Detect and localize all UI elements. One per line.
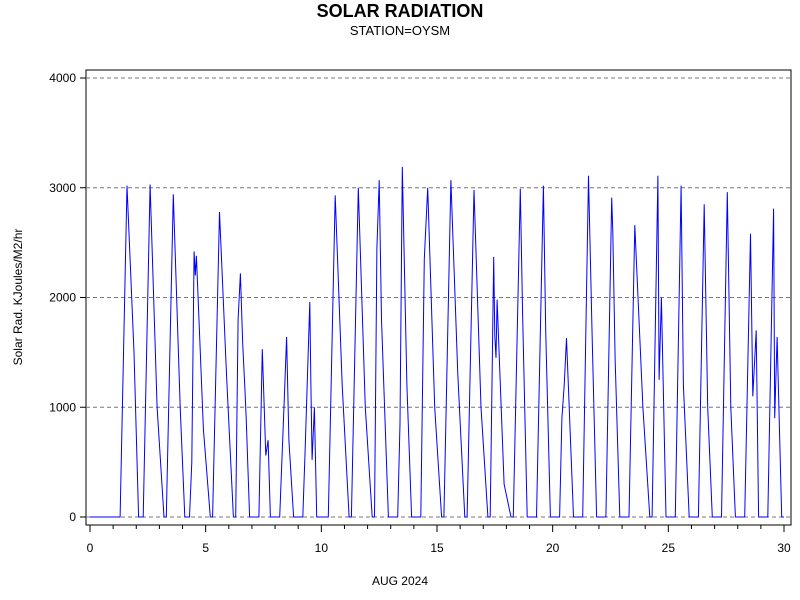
y-tick-label: 4000 [49,71,76,85]
x-axis-label: AUG 2024 [371,574,429,588]
y-tick-label: 0 [69,510,76,524]
x-tick-label: 20 [546,541,560,555]
series-line [90,166,784,518]
x-axis-ticks: 0 5 10 15 20 25 30 [87,525,791,555]
x-tick-label: 30 [777,541,791,555]
grid-lines [86,77,791,518]
x-tick-label: 15 [430,541,444,555]
x-tick-label: 5 [202,541,209,555]
chart-title: SOLAR RADIATION [316,1,484,21]
x-tick-label: 25 [662,541,676,555]
y-tick-label: 1000 [49,400,76,414]
x-tick-label: 0 [87,541,94,555]
y-tick-label: 2000 [49,291,76,305]
y-axis-ticks: 0 1000 2000 3000 4000 [49,71,86,524]
x-tick-label: 10 [315,541,329,555]
chart-subtitle: STATION=OYSM [349,23,451,38]
y-tick-label: 3000 [49,181,76,195]
